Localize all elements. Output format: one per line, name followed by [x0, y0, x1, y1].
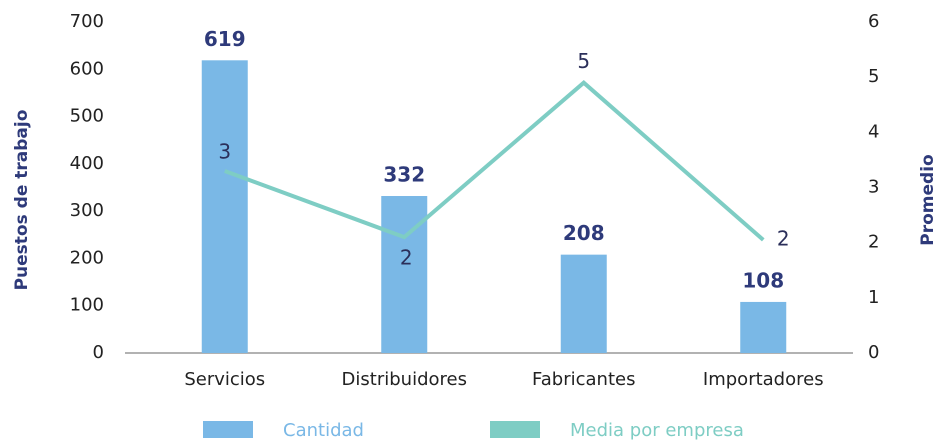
bar [201, 60, 248, 354]
x-tick-label: Fabricantes [532, 369, 635, 390]
y2-tick-label: 1 [868, 287, 879, 308]
y-tick-label: 600 [70, 58, 104, 79]
y-tick-label: 400 [70, 153, 104, 174]
bar [740, 301, 787, 353]
bar-label: 208 [563, 221, 605, 245]
x-tick-label: Servicios [184, 369, 265, 390]
bar-label: 108 [742, 268, 784, 292]
y2-tick-label: 6 [868, 11, 879, 32]
y2-tick-label: 3 [868, 177, 879, 198]
y-axis-title: Puestos de trabajo [12, 110, 32, 291]
bar-label: 332 [383, 163, 425, 187]
y2-tick-label: 0 [868, 342, 879, 363]
y-tick-label: 0 [93, 342, 104, 363]
legend-label: Media por empresa [570, 420, 744, 441]
y2-tick-label: 4 [868, 121, 879, 142]
line-label: 2 [400, 246, 413, 270]
line-label: 2 [777, 226, 790, 250]
bar [381, 196, 428, 353]
y-tick-label: 300 [70, 200, 104, 221]
line-label: 3 [218, 139, 231, 163]
y2-tick-label: 2 [868, 232, 879, 253]
legend-swatch [490, 421, 540, 438]
y-tick-label: 200 [70, 247, 104, 268]
y-tick-label: 100 [70, 295, 104, 316]
x-tick-label: Importadores [703, 369, 824, 390]
bar-label: 619 [204, 27, 246, 51]
y2-axis-title: Promedio [918, 154, 938, 245]
line-label: 5 [577, 49, 590, 73]
line [224, 80, 765, 242]
y2-tick-label: 5 [868, 66, 879, 87]
bar [560, 254, 607, 353]
legend-label: Cantidad [283, 420, 364, 441]
y-tick-label: 500 [70, 106, 104, 127]
legend-swatch [203, 421, 253, 438]
x-tick-label: Distribuidores [342, 369, 467, 390]
y-tick-label: 700 [70, 11, 104, 32]
